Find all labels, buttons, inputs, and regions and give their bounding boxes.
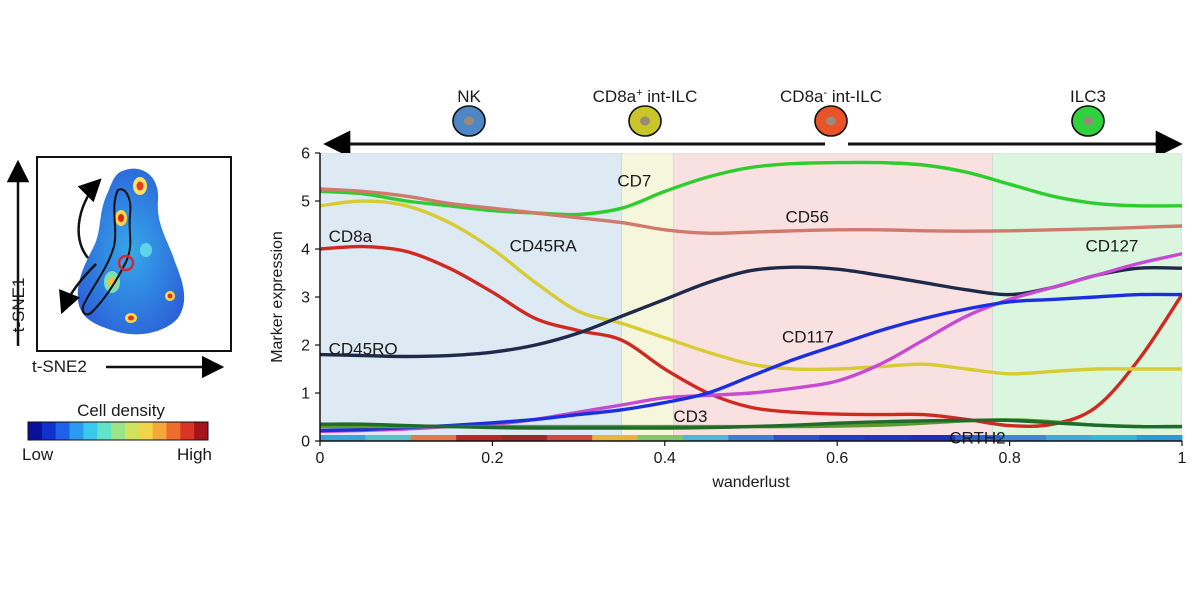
heatstrip-cell — [864, 435, 911, 441]
x-tick-label: 0.2 — [481, 450, 503, 467]
colorbar-swatch — [111, 422, 126, 440]
stage-2: CD8a- int-ILC — [780, 87, 882, 137]
stage-label: CD8a+ int-ILC — [593, 87, 698, 106]
heatstrip-cell — [365, 435, 412, 441]
series-label-cd45ra: CD45RA — [510, 236, 578, 255]
stage-label: CD8a- int-ILC — [780, 87, 882, 106]
heatstrip-cell — [410, 435, 457, 441]
heatstrip-cell — [1000, 435, 1047, 441]
tsne-hotspot — [128, 315, 134, 321]
x-axis-title: wanderlust — [711, 474, 790, 491]
colorbar-swatch — [28, 422, 43, 440]
series-line-cd56 — [320, 187, 1182, 235]
heatstrip-cell — [773, 435, 820, 441]
colorbar-swatch — [180, 422, 195, 440]
heatstrip-cell — [546, 435, 593, 441]
wanderlust-heatstrip — [320, 435, 1183, 441]
stage-1: CD8a+ int-ILC — [593, 87, 698, 137]
series-label-crth2: CRTH2 — [949, 428, 1005, 447]
cell-nucleus-icon — [1083, 116, 1093, 126]
heatstrip-cell — [909, 435, 956, 441]
y-tick-label: 2 — [301, 338, 310, 355]
stage-region-1 — [621, 153, 674, 441]
series-label-cd3: CD3 — [673, 407, 707, 426]
tsne-hotspot — [136, 181, 144, 191]
colorbar-swatch — [69, 422, 84, 440]
heatstrip-cell — [1136, 435, 1183, 441]
x-tick-label: 0.6 — [826, 450, 848, 467]
series-label-cd56: CD56 — [785, 208, 828, 227]
x-tick-label: 0.8 — [998, 450, 1020, 467]
tsne2-label: t-SNE2 — [32, 357, 87, 376]
y-tick-label: 5 — [301, 194, 310, 211]
tsne-trajectory-outline — [81, 188, 132, 316]
series-label-cd8a: CD8a — [329, 227, 373, 246]
series-line-cd7 — [320, 160, 1182, 217]
stage-3: ILC3 — [1070, 87, 1106, 137]
stage-label: NK — [457, 87, 481, 106]
colorbar-high-label: High — [177, 445, 212, 464]
tsne1-label: t-SNE1 — [9, 278, 28, 333]
stage-0: NK — [452, 87, 486, 137]
colorbar-swatch — [97, 422, 112, 440]
heatstrip-cell — [728, 435, 775, 441]
colorbar-swatch — [138, 422, 154, 440]
tsne-hotspot — [140, 243, 152, 257]
y-tick-label: 4 — [301, 242, 310, 259]
colorbar-swatch — [124, 422, 140, 440]
tsne-hotspot — [118, 214, 124, 222]
heatstrip-cell — [320, 435, 366, 441]
colorbar-swatch — [83, 422, 98, 440]
series-label-cd117: CD117 — [782, 328, 834, 347]
heatstrip-cell — [819, 435, 865, 441]
tsne-inset: t-SNE1 t-SNE2 Cell density Low High — [6, 156, 232, 464]
heatstrip-cell — [1091, 435, 1138, 441]
colorbar-swatch — [55, 422, 70, 440]
tsne-start-point — [117, 254, 135, 272]
y-tick-label: 3 — [301, 290, 310, 307]
x-tick-label: 1 — [1178, 450, 1187, 467]
y-tick-label: 0 — [301, 434, 310, 451]
colorbar-title: Cell density — [77, 401, 165, 420]
colorbar-frame — [27, 421, 209, 441]
heatstrip-cell — [501, 435, 548, 441]
stage-header: NK CD8a+ int-ILC CD8a- int-ILC ILC3 — [323, 87, 1183, 158]
y-tick-label: 1 — [301, 386, 310, 403]
cell-nucleus-icon — [464, 116, 474, 126]
colorbar-swatch — [152, 422, 167, 440]
cell-nucleus-icon — [640, 116, 650, 126]
tsne-up-arrow — [77, 178, 102, 259]
colorbar-swatch — [41, 422, 57, 440]
heatstrip-cell — [637, 435, 684, 441]
series-label-cd7: CD7 — [617, 172, 651, 191]
series-label-cd45ro: CD45RO — [329, 340, 398, 359]
y-tick-label: 6 — [301, 146, 310, 163]
colorbar-swatch — [194, 422, 209, 440]
heatstrip-cell — [592, 435, 639, 441]
tsne-down-arrow — [59, 263, 97, 315]
x-tick-label: 0 — [316, 450, 325, 467]
series-label-cd127: CD127 — [1085, 236, 1138, 255]
series-line-cd8a — [320, 244, 1182, 429]
y-axis-title: Marker expression — [269, 231, 286, 363]
series-line-cd117 — [320, 292, 1182, 433]
stage-label: ILC3 — [1070, 87, 1106, 106]
tsne-hotspot — [167, 293, 173, 299]
marker-chart: CD7 CD56 CD8a CD45RA CD127 CD117 CD45RO CD3 CRTH… — [269, 146, 1187, 492]
colorbar-swatch — [166, 422, 181, 440]
heatstrip-cell — [955, 435, 1002, 441]
stage-region-0 — [320, 153, 623, 441]
colorbar — [27, 421, 209, 441]
colorbar-low-label: Low — [22, 445, 54, 464]
series-line-crth2 — [320, 418, 1182, 430]
heatstrip-cell — [682, 435, 729, 441]
cell-nucleus-icon — [826, 116, 836, 126]
tsne-density-blob — [77, 168, 185, 335]
series-line-cd45ra — [320, 199, 1182, 376]
x-tick-label: 0.4 — [654, 450, 676, 467]
heatstrip-cell — [1045, 435, 1092, 441]
heatstrip-cell — [456, 435, 502, 441]
